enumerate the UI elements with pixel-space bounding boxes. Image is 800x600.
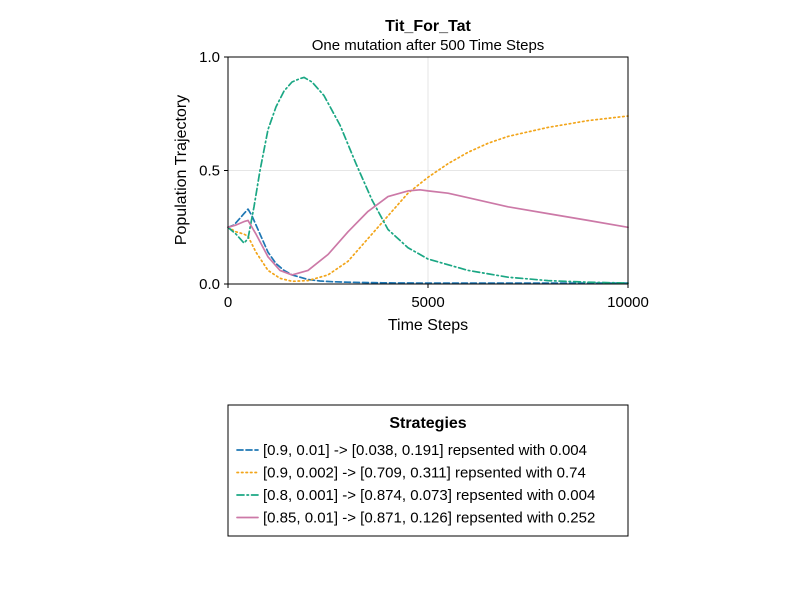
- x-axis-label: Time Steps: [388, 317, 468, 334]
- x-tick-label: 10000: [607, 294, 649, 311]
- series-line-1: [227, 208, 629, 284]
- series-layer: [227, 76, 629, 284]
- legend-label-4: [0.85, 0.01] -> [0.871, 0.126] repsented…: [263, 510, 595, 527]
- y-tick-label: 1.0: [199, 49, 220, 66]
- ticks: 0 5000 10000 0.0 0.5 1.0: [199, 49, 649, 311]
- legend-items: [0.9, 0.01] -> [0.038, 0.191] repsented …: [236, 442, 595, 527]
- legend: Strategies [0.9, 0.01] -> [0.038, 0.191]…: [227, 404, 629, 537]
- legend-box: [227, 404, 629, 537]
- series-line-2: [227, 115, 629, 283]
- grid: [227, 56, 629, 285]
- x-tick-label: 5000: [411, 294, 444, 311]
- y-axis-label: Population Trajectory: [173, 95, 190, 245]
- chart-subtitle: One mutation after 500 Time Steps: [312, 37, 545, 54]
- chart-title: Tit_For_Tat: [385, 18, 471, 35]
- series-line-3: [227, 76, 629, 284]
- legend-title: Strategies: [389, 415, 466, 432]
- legend-label-1: [0.9, 0.01] -> [0.038, 0.191] repsented …: [263, 442, 587, 459]
- legend-label-2: [0.9, 0.002] -> [0.709, 0.311] repsented…: [263, 465, 586, 482]
- series-line-4: [227, 188, 629, 276]
- x-tick-label: 0: [224, 294, 232, 311]
- y-tick-label: 0.0: [199, 276, 220, 293]
- legend-label-3: [0.8, 0.001] -> [0.874, 0.073] repsented…: [263, 487, 595, 504]
- y-tick-label: 0.5: [199, 163, 220, 180]
